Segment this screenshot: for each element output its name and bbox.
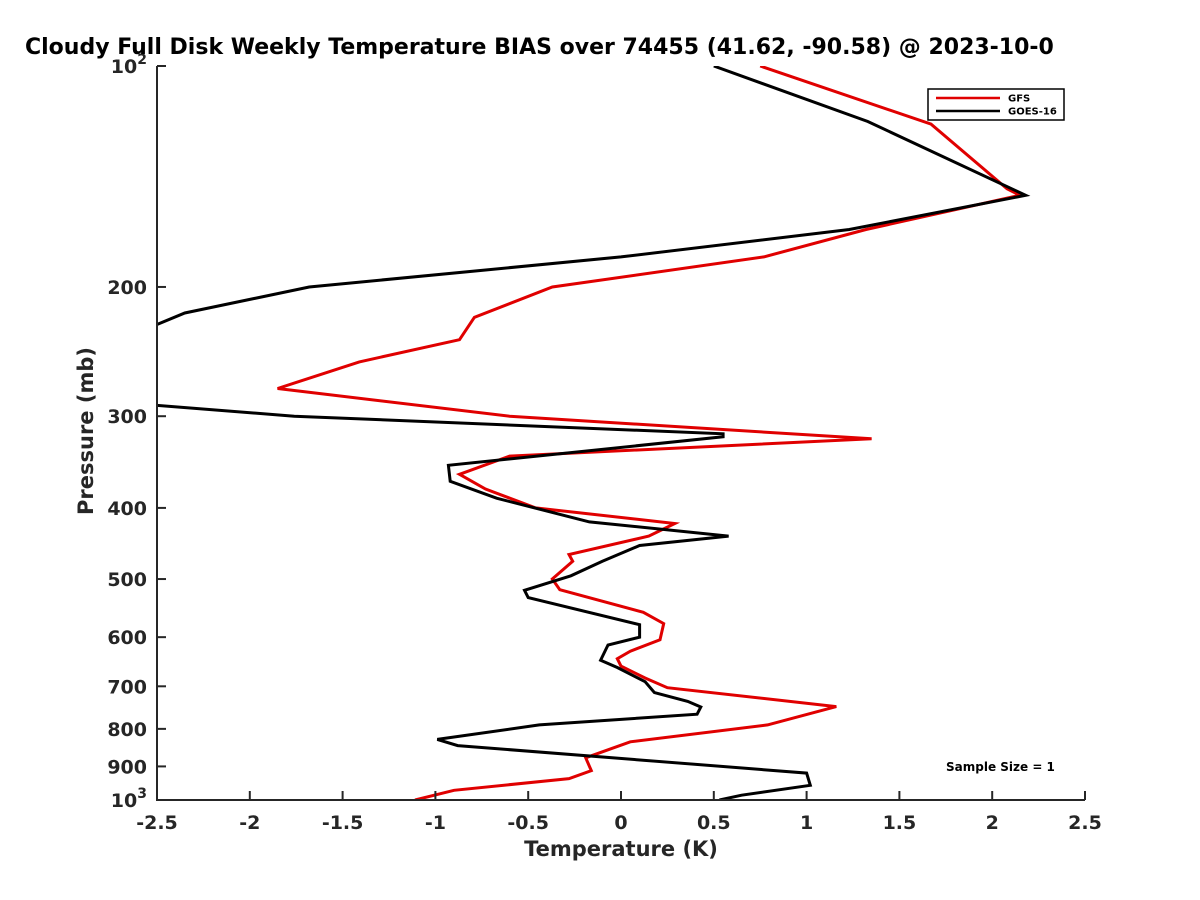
legend-label: GFS [1008,94,1030,105]
y-tick-label: 500 [107,569,147,591]
y-axis-ticks: 102 200 300 400 500 600 700 800 900 103 [107,52,166,812]
x-tick-label: 0 [614,812,627,834]
y-tick-label: 400 [107,498,147,520]
x-tick-label: -0.5 [507,812,549,834]
y-tick-label: 800 [107,719,147,741]
series-line-goes-16 [157,66,1031,800]
x-tick-label: -1.5 [322,812,364,834]
plot-lines [157,66,1031,800]
legend-box [927,88,1065,121]
x-tick-label: 1 [800,812,813,834]
x-tick-label: 2 [986,812,999,834]
x-tick-label: -2 [239,812,260,834]
y-axis-label: Pressure (mb) [74,347,98,515]
y-tick-label: 102 [111,52,147,78]
y-tick-label: 600 [107,627,147,649]
x-tick-label: 0.5 [697,812,731,834]
x-axis-label: Temperature (K) [524,837,718,861]
x-tick-label: 1.5 [883,812,917,834]
x-tick-label: 2.5 [1068,812,1102,834]
x-tick-label: -1 [425,812,446,834]
legend-label: GOES-16 [1008,107,1057,118]
y-tick-label: 103 [111,786,147,812]
chart-title: Cloudy Full Disk Weekly Temperature BIAS… [25,35,1054,60]
legend: GFS GOES-16 [927,88,1065,121]
series-line-gfs [277,66,1025,800]
y-tick-label: 200 [107,277,147,299]
y-tick-label: 900 [107,756,147,778]
y-tick-label: 300 [107,406,147,428]
x-tick-label: -2.5 [136,812,178,834]
sample-size-annotation: Sample Size = 1 [946,760,1055,774]
y-tick-label: 700 [107,676,147,698]
x-axis-ticks: -2.5 -2 -1.5 -1 -0.5 0 0.5 1 1.5 2 2.5 [136,791,1102,834]
